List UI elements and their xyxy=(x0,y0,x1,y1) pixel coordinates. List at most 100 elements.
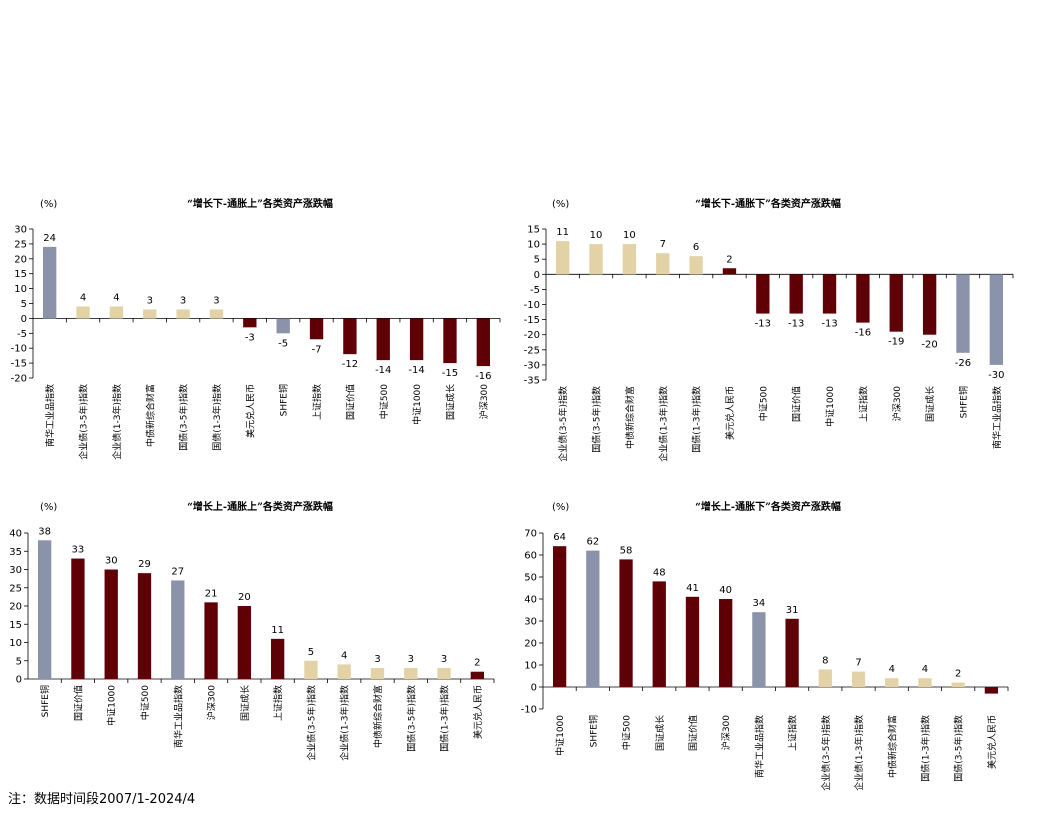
bar xyxy=(270,638,285,679)
bar xyxy=(404,668,418,679)
data-label: 30 xyxy=(105,556,118,567)
category-label: 上证指数 xyxy=(311,384,323,420)
bar xyxy=(918,678,932,687)
bar xyxy=(656,253,670,275)
data-label: 3 xyxy=(374,654,380,665)
y-tick-label: -5 xyxy=(530,285,540,296)
y-tick-label: 35 xyxy=(9,547,22,558)
y-tick-label: 0 xyxy=(534,270,540,281)
data-label: 64 xyxy=(553,532,566,543)
category-label: 中证1000 xyxy=(824,386,836,427)
bar xyxy=(337,664,351,679)
category-label: 国证成长 xyxy=(239,685,251,721)
y-tick-label: 0 xyxy=(531,683,537,694)
y-tick-label: 20 xyxy=(9,602,22,613)
y-tick-label: -10 xyxy=(11,344,27,355)
category-label: 国债(3-5年)指数 xyxy=(953,715,965,782)
bar xyxy=(822,274,837,314)
chart-4: “增长上-通胀下”各类资产涨跌幅 (%) 70 60 50 40 30 20 10 0 -10 64 中… xyxy=(521,500,1009,791)
y-tick-label: -30 xyxy=(524,360,540,371)
data-label: 4 xyxy=(922,664,928,675)
y-tick-label: 25 xyxy=(14,239,27,250)
category-label: 美元兑人民币 xyxy=(724,386,736,440)
data-label: 27 xyxy=(171,566,184,577)
y-tick-label: 15 xyxy=(527,225,540,236)
data-label: 6 xyxy=(693,242,699,253)
data-label: 3 xyxy=(180,295,186,306)
bar xyxy=(789,274,803,314)
category-label: 中证500 xyxy=(139,685,151,720)
bar xyxy=(984,687,999,694)
data-label: -15 xyxy=(442,368,458,379)
category-label: 中证500 xyxy=(378,384,390,419)
data-label: -30 xyxy=(988,370,1004,381)
y-tick-label: 5 xyxy=(21,299,27,310)
bar xyxy=(137,573,152,679)
data-label: 7 xyxy=(660,239,666,250)
category-label: 企业债(1-3年)指数 xyxy=(657,386,669,462)
data-label: 10 xyxy=(623,230,636,241)
y-tick-label: 40 xyxy=(524,595,537,606)
bar xyxy=(309,318,324,340)
y-tick-label: 50 xyxy=(524,573,537,584)
bar xyxy=(951,682,965,687)
bar xyxy=(785,618,799,687)
bar xyxy=(104,569,118,679)
data-label: 3 xyxy=(147,295,153,306)
category-label: 国债(3-5年)指数 xyxy=(405,685,417,752)
category-label: 中债新综合财富 xyxy=(372,685,384,748)
y-tick-label: -15 xyxy=(11,359,27,370)
category-label: 沪深300 xyxy=(720,715,732,750)
y-tick-label: 15 xyxy=(14,269,27,280)
bar xyxy=(43,246,57,319)
bar xyxy=(204,602,218,679)
data-label: -26 xyxy=(955,358,971,369)
data-label: -16 xyxy=(855,328,871,339)
category-label: 企业债(1-3年)指数 xyxy=(111,384,123,460)
data-label: -20 xyxy=(921,340,937,351)
bar xyxy=(143,309,157,319)
y-tick-label: 30 xyxy=(9,565,22,576)
y-tick-label: 30 xyxy=(524,617,537,628)
category-label: 国证价值 xyxy=(687,715,699,751)
y-tick-label: -10 xyxy=(524,300,540,311)
bar xyxy=(818,669,832,687)
data-label: 11 xyxy=(271,625,284,636)
bar xyxy=(552,546,567,687)
bar xyxy=(589,244,603,275)
data-label: 21 xyxy=(205,588,218,599)
bar xyxy=(71,558,85,679)
data-label: -14 xyxy=(408,365,424,376)
category-label: 沪深300 xyxy=(478,384,490,419)
category-label: 国债(3-5年)指数 xyxy=(591,386,603,453)
bar xyxy=(109,306,124,319)
data-label: 34 xyxy=(753,598,766,609)
data-label: 11 xyxy=(556,227,569,238)
bar xyxy=(989,274,1003,365)
category-label: 沪深300 xyxy=(891,386,903,421)
category-label: 中证500 xyxy=(757,386,769,421)
y-tick-label: -15 xyxy=(524,315,540,326)
y-tick-label: 5 xyxy=(534,255,540,266)
category-label: 国证价值 xyxy=(72,685,84,721)
y-tick-label: 40 xyxy=(9,529,22,540)
category-label: 上证指数 xyxy=(272,685,284,721)
y-unit-label: (%) xyxy=(552,502,569,513)
category-label: 南华工业品指数 xyxy=(753,715,765,778)
data-label: 8 xyxy=(822,655,828,666)
category-label: 中证1000 xyxy=(411,384,423,425)
y-tick-label: 30 xyxy=(14,225,27,236)
chart-1: “增长下-通胀上”各类资产涨跌幅 (%) 30 25 20 15 10 5 0 -5 -10 -15 -… xyxy=(11,197,501,460)
category-label: SHFE铜 xyxy=(957,386,969,418)
y-unit-label: (%) xyxy=(552,199,569,210)
bar xyxy=(689,256,703,275)
y-tick-label: 25 xyxy=(9,583,22,594)
data-label: 33 xyxy=(72,545,85,556)
bar xyxy=(237,606,252,679)
data-label: 58 xyxy=(620,545,633,556)
data-label: -12 xyxy=(342,359,358,370)
category-label: 南华工业品指数 xyxy=(991,386,1003,449)
category-label: 国债(1-3年)指数 xyxy=(919,715,931,782)
category-label: 上证指数 xyxy=(787,715,799,751)
data-label: 10 xyxy=(590,230,603,241)
